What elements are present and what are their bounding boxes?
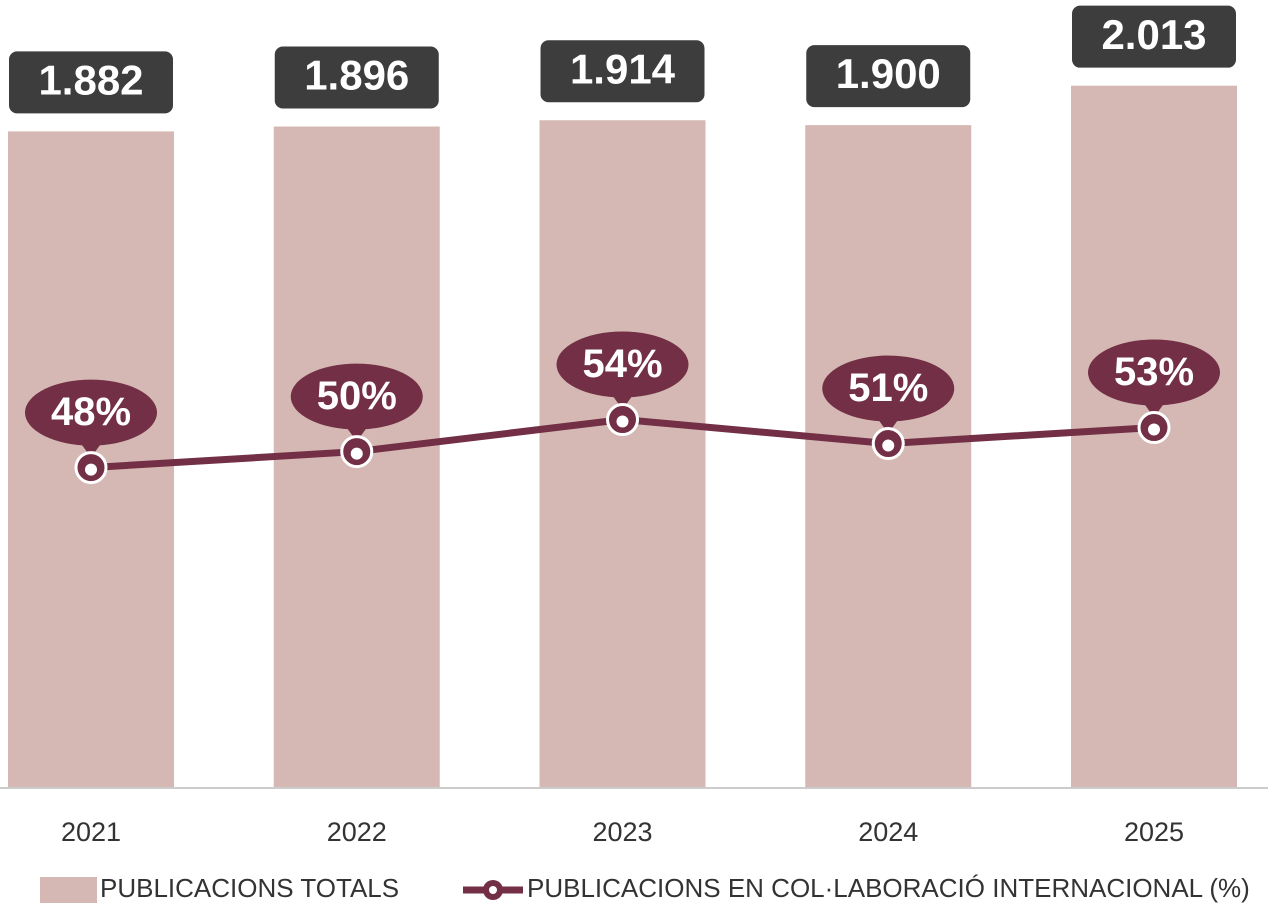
- line-label: 50%: [317, 374, 397, 418]
- point-inner: [1148, 423, 1160, 436]
- label-bubble: [25, 379, 157, 446]
- point-inner: [350, 447, 363, 460]
- x-tick-label: 2023: [592, 817, 652, 847]
- legend-swatch: [40, 877, 97, 903]
- label-bubble: [556, 331, 689, 398]
- bar-label: 2.013: [1101, 11, 1206, 58]
- bar: [539, 120, 706, 788]
- point-inner: [85, 463, 97, 476]
- label-bubble: [290, 363, 423, 430]
- label-bubble: [1144, 403, 1164, 418]
- x-tick-label: 2021: [61, 817, 121, 847]
- bar-label-box: [1072, 5, 1236, 68]
- bar-label-box: [9, 51, 173, 114]
- legend-swatch: [489, 886, 497, 894]
- label-bubble: [346, 427, 367, 442]
- label-bubble: [612, 395, 633, 410]
- x-tick-label: 2022: [327, 817, 387, 847]
- legend-label: PUBLICACIONS TOTALS: [100, 873, 399, 903]
- line-label: 51%: [848, 366, 928, 410]
- label-bubble: [81, 443, 101, 458]
- x-tick-label: 2024: [858, 817, 918, 847]
- bar-label: 1.900: [836, 50, 941, 97]
- line-label: 54%: [582, 342, 662, 386]
- bar-label: 1.896: [304, 52, 409, 99]
- bar-label-box: [806, 45, 971, 108]
- label-bubble: [1088, 339, 1220, 406]
- point-inner: [882, 439, 895, 452]
- x-tick-label: 2025: [1124, 817, 1184, 847]
- label-bubble: [822, 355, 955, 422]
- bar-label: 1.914: [570, 45, 676, 92]
- label-bubble: [878, 419, 899, 434]
- legend-label: PUBLICACIONS EN COL·LABORACIÓ INTERNACIO…: [527, 873, 1250, 903]
- bar-label-box: [540, 40, 705, 103]
- bar-label-box: [274, 46, 439, 109]
- line-label: 53%: [1114, 350, 1194, 394]
- bar-label: 1.882: [38, 56, 143, 103]
- line-label: 48%: [51, 390, 131, 434]
- point-inner: [616, 415, 629, 428]
